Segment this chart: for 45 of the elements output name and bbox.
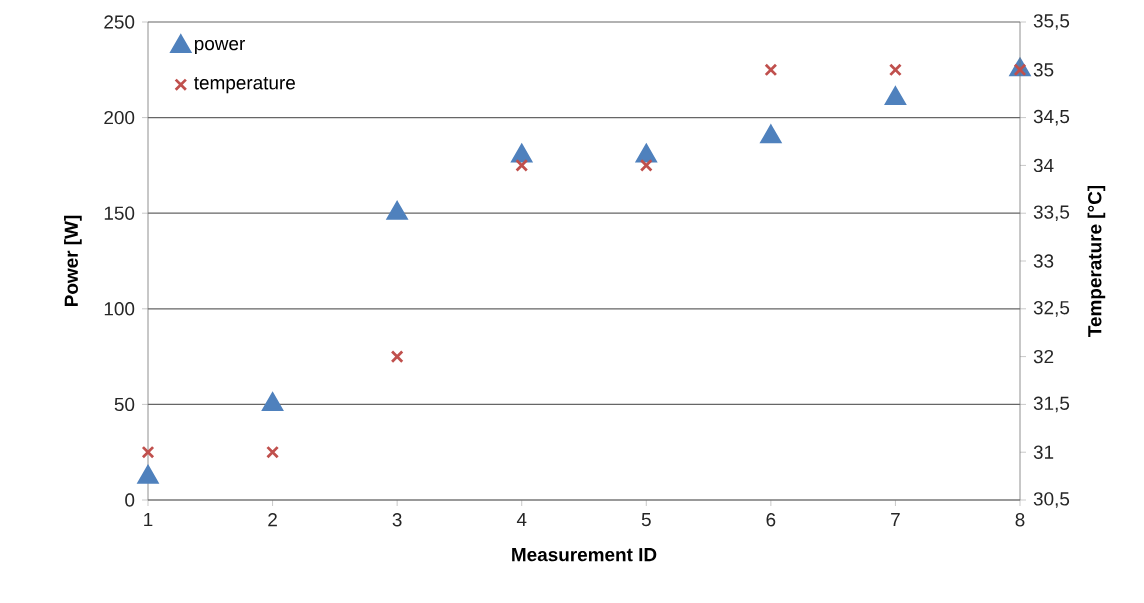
y2-tick-label: 35	[1033, 63, 1054, 77]
point	[764, 63, 778, 77]
y2-tick-label: 33	[1033, 254, 1054, 268]
y-tick-label: 150	[104, 206, 135, 220]
y2-axis-title: Temperature [°C]	[1087, 185, 1106, 337]
y2-tick-label: 31	[1033, 445, 1054, 459]
x-tick-label: 2	[268, 513, 277, 527]
y-tick-label: 0	[125, 493, 135, 507]
x-tick-label: 7	[891, 513, 900, 527]
point	[262, 392, 283, 411]
y-tick-label: 50	[114, 397, 135, 412]
x-tick-label: 4	[516, 513, 527, 527]
x-axis-title: Measurement ID	[512, 548, 657, 562]
point	[141, 445, 155, 459]
point	[390, 350, 404, 364]
point	[266, 445, 280, 459]
point	[639, 158, 653, 172]
y2-tick-label: 34,5	[1033, 109, 1070, 126]
x-tick-label: 6	[766, 513, 776, 527]
point	[760, 124, 782, 144]
point	[1013, 63, 1027, 77]
y-tick-label: 250	[104, 15, 135, 29]
x-tick-label: 5	[641, 513, 651, 527]
point	[635, 144, 657, 163]
y2-tick-label: 35,5	[1033, 14, 1070, 30]
x-tick-label: 8	[1015, 513, 1025, 527]
y2-tick-label: 32,5	[1033, 300, 1070, 317]
x-tick-label: 3	[392, 513, 402, 527]
point	[885, 86, 906, 106]
point	[888, 63, 902, 77]
point	[137, 465, 159, 484]
point	[515, 158, 529, 172]
x-tick-label: 1	[144, 513, 153, 527]
point	[511, 144, 533, 163]
y2-tick-label: 32	[1033, 349, 1054, 364]
y-tick-label: 200	[104, 110, 135, 125]
y2-tick-label: 33,5	[1033, 205, 1070, 222]
y-tick-label: 100	[104, 302, 135, 316]
legend-label: temperature	[194, 77, 295, 94]
y-axis-title: Power [W]	[64, 215, 82, 306]
y2-tick-label: 34	[1033, 158, 1054, 173]
y2-tick-label: 30,5	[1033, 492, 1070, 508]
legend-label: power	[194, 39, 245, 55]
point	[386, 201, 408, 220]
y2-tick-label: 31,5	[1033, 396, 1070, 413]
